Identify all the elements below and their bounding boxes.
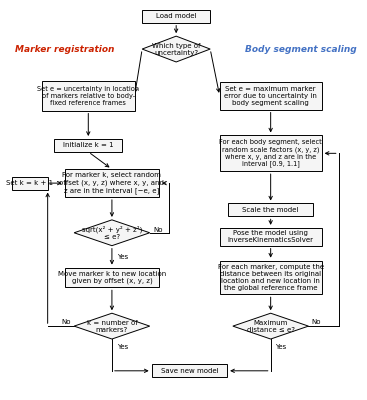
FancyBboxPatch shape — [142, 10, 210, 23]
Text: Set k = k + 1: Set k = k + 1 — [6, 180, 53, 186]
FancyBboxPatch shape — [219, 228, 322, 246]
FancyBboxPatch shape — [65, 268, 159, 287]
Text: No: No — [311, 319, 321, 325]
Text: Marker registration: Marker registration — [15, 44, 115, 54]
Text: Set e = uncertainty in location
of markers relative to body-
fixed reference fra: Set e = uncertainty in location of marke… — [37, 86, 139, 106]
FancyBboxPatch shape — [65, 169, 159, 197]
Polygon shape — [74, 220, 150, 246]
Text: sqrt(x² + y² + z²)
≤ e?: sqrt(x² + y² + z²) ≤ e? — [82, 226, 142, 240]
Text: Body segment scaling: Body segment scaling — [245, 44, 357, 54]
Text: Save new model: Save new model — [161, 368, 218, 374]
Polygon shape — [233, 313, 308, 339]
FancyBboxPatch shape — [219, 82, 322, 110]
FancyBboxPatch shape — [228, 204, 313, 216]
Text: k = number of
markers?: k = number of markers? — [87, 320, 137, 333]
Text: For marker k, select random
offset (x, y, z) where x, y, and
z are in the interv: For marker k, select random offset (x, y… — [59, 172, 164, 194]
FancyBboxPatch shape — [219, 136, 322, 171]
FancyBboxPatch shape — [42, 81, 135, 111]
FancyBboxPatch shape — [219, 260, 322, 294]
Text: For each marker, compute the
distance between its original
location and new loca: For each marker, compute the distance be… — [218, 264, 324, 291]
Text: Load model: Load model — [156, 13, 196, 19]
FancyBboxPatch shape — [54, 139, 122, 152]
Text: For each body segment, select
random scale factors (x, y, z)
where x, y, and z a: For each body segment, select random sca… — [219, 139, 322, 168]
Text: No: No — [153, 227, 163, 233]
FancyBboxPatch shape — [152, 364, 227, 377]
Polygon shape — [74, 313, 150, 339]
Text: Yes: Yes — [275, 344, 287, 350]
Text: No: No — [62, 319, 71, 325]
Text: Set e = maximum marker
error due to uncertainty in
body segment scaling: Set e = maximum marker error due to unce… — [224, 86, 317, 106]
Text: Move marker k to new location
given by offset (x, y, z): Move marker k to new location given by o… — [58, 271, 166, 284]
Text: Which type of
uncertainty?: Which type of uncertainty? — [152, 42, 200, 56]
Text: Scale the model: Scale the model — [243, 207, 299, 213]
Text: Yes: Yes — [117, 344, 128, 350]
FancyBboxPatch shape — [12, 177, 48, 190]
Text: Pose the model using
InverseKinematicsSolver: Pose the model using InverseKinematicsSo… — [228, 230, 314, 243]
Text: Initialize k = 1: Initialize k = 1 — [63, 142, 114, 148]
Text: Yes: Yes — [117, 254, 128, 260]
Text: Maximum
distance ≤ e?: Maximum distance ≤ e? — [247, 320, 295, 333]
Polygon shape — [142, 36, 210, 62]
